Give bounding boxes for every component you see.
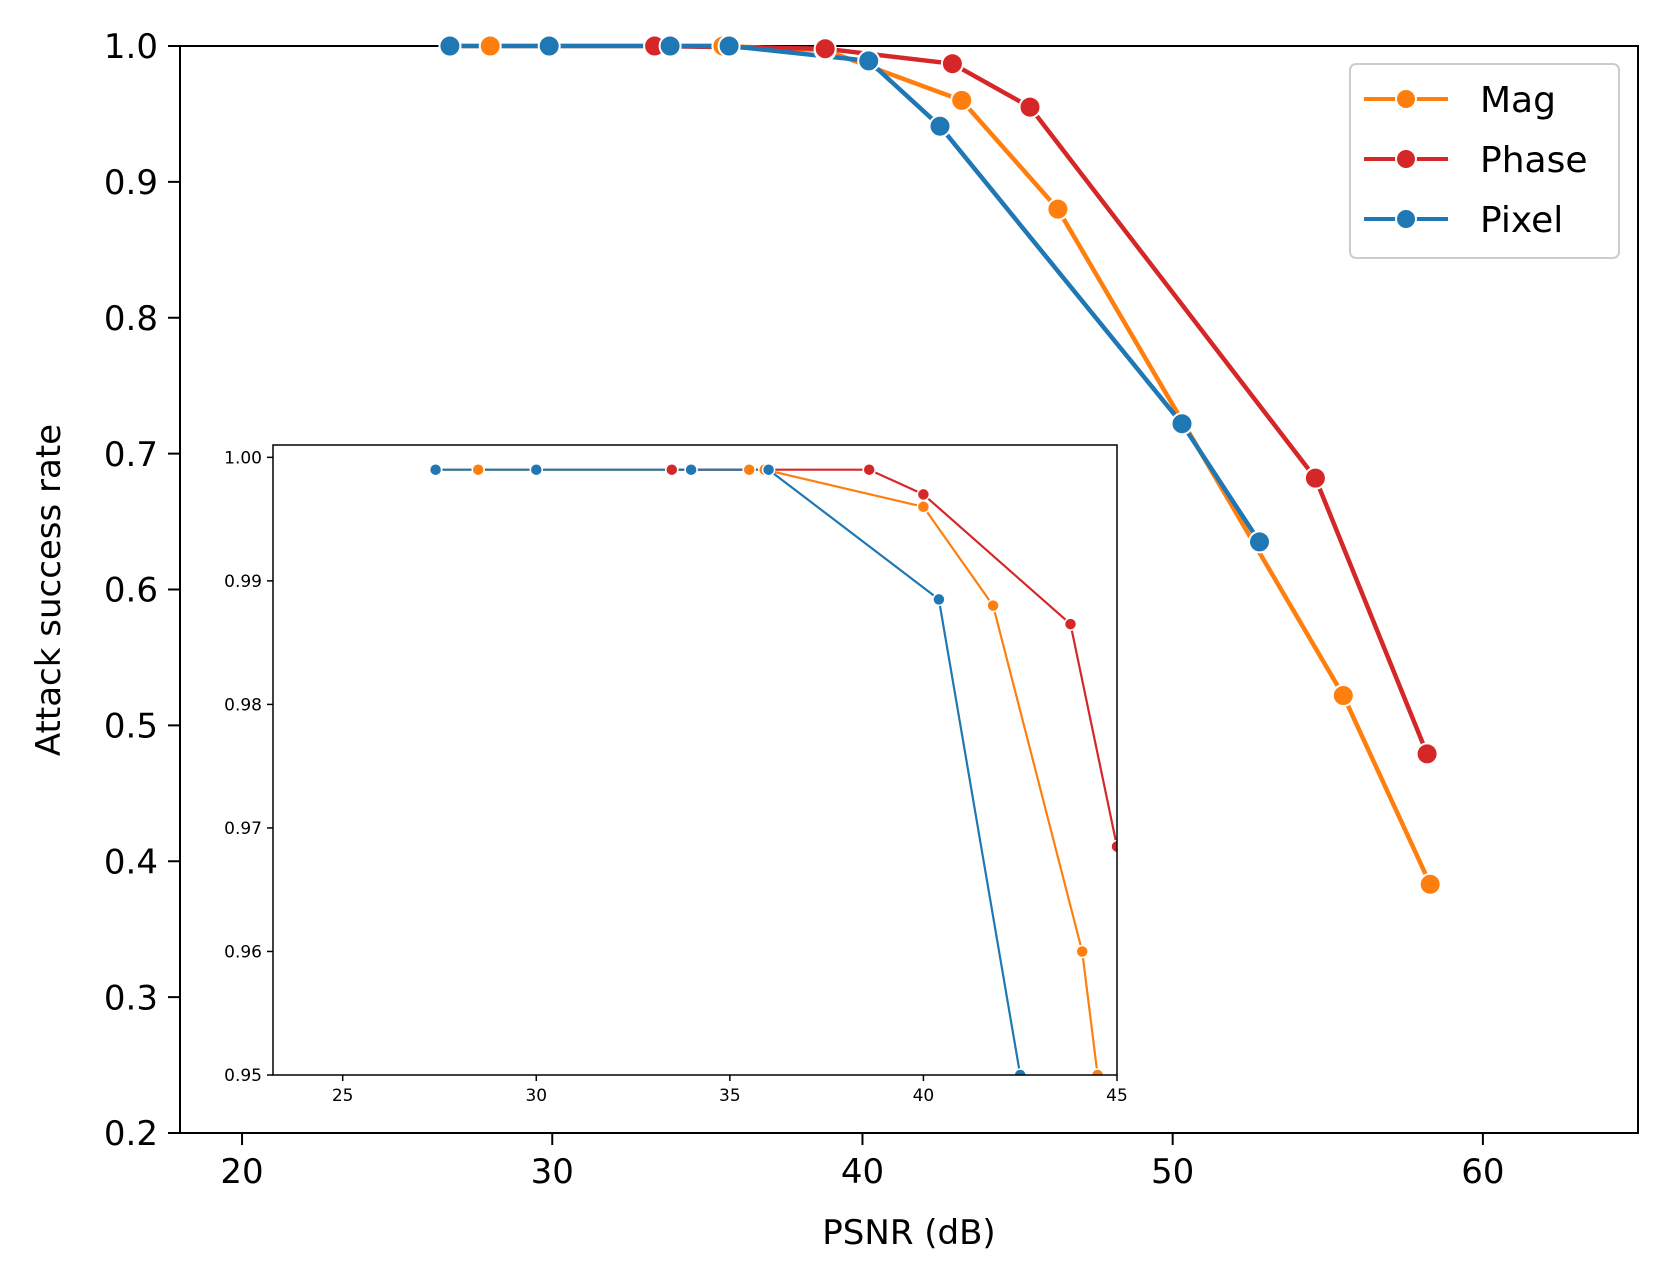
legend: Mag Phase Pixel [1349,63,1620,259]
main-pixel-point [658,34,682,58]
main-y-tick-label: 0.2 [104,1114,158,1154]
inset-x-tick-label: 40 [913,1086,935,1106]
inset-x-tick-label: 25 [332,1086,354,1106]
main-pixel-point [857,49,881,73]
inset-mag-point [742,462,756,477]
inset-phase-point [916,487,931,502]
main-x-tick-label: 40 [841,1152,884,1192]
main-pixel-point [537,34,561,58]
inset-pixel-point [932,592,946,607]
inset-chart: 25 30 35 40 45 0.95 0.96 0.97 0.98 0.99 1.00 [224,444,1128,1106]
legend-pixel-marker [1395,208,1417,230]
inset-pixel-point [1013,1068,1027,1075]
legend-entry-phase: Phase [1364,140,1588,181]
main-mag-point [1418,872,1442,896]
main-y-tick-label: 0.8 [104,299,158,339]
main-mag-point [478,34,502,58]
main-y-axis: 0.2 0.3 0.4 0.5 0.6 0.7 0.8 0.9 1.0 [104,27,180,1154]
main-pixel-line [449,43,1262,544]
inset-background [273,445,1117,1075]
inset-pixel-line [435,468,1022,1075]
inset-y-tick-label: 0.97 [224,819,262,839]
inset-y-tick-label: 0.95 [224,1066,262,1086]
main-series-lines [449,43,1433,886]
main-pixel-point [717,34,741,58]
main-x-tick-label: 30 [531,1152,574,1192]
inset-pixel-point [761,462,776,477]
main-y-tick-label: 0.4 [104,842,158,882]
inset-y-tick-label: 1.00 [224,448,262,468]
legend-pixel-label: Pixel [1480,200,1563,241]
inset-pixel-point [529,462,544,477]
inset-x-axis: 25 30 35 40 45 [332,1075,1128,1106]
main-phase-point [1303,466,1327,490]
legend-mag-marker [1395,88,1417,110]
main-x-tick-label: 60 [1461,1152,1504,1192]
inset-phase-point [1063,617,1078,631]
main-x-tick-label: 20 [220,1152,263,1192]
inset-y-tick-label: 0.99 [224,572,262,592]
main-phase-point [940,52,964,76]
main-y-tick-label: 1.0 [104,27,158,67]
main-phase-point [1415,742,1439,766]
inset-phase-point [1110,839,1117,854]
main-x-tick-label: 50 [1151,1152,1194,1192]
main-y-tick-label: 0.6 [104,571,158,611]
main-series-markers [438,34,1442,896]
legend-entry-mag: Mag [1364,80,1556,121]
main-mag-point [1046,197,1070,221]
inset-series-markers [428,462,1117,1075]
legend-phase-label: Phase [1480,140,1588,181]
main-chart: 20 30 40 50 60 0.2 0.3 0.4 0.5 0.6 0.7 0.8 0.9 1.0 P… [29,27,1639,1253]
inset-x-tick-label: 35 [719,1086,741,1106]
inset-y-tick-label: 0.96 [224,943,262,963]
main-pixel-point [438,34,462,58]
legend-box [1349,63,1620,259]
inset-plot-frame [272,444,1118,1076]
inset-mag-point [916,500,931,514]
inset-pixel-point [428,462,443,477]
main-phase-point [813,37,837,61]
main-phase-line [654,43,1430,755]
inset-x-tick-label: 45 [1106,1086,1128,1106]
main-x-axis-label: PSNR (dB) [822,1213,995,1253]
inset-mag-point [471,462,485,477]
main-y-axis-label: Attack success rate [29,424,69,756]
legend-phase-marker [1395,148,1417,170]
main-pixel-point [1170,412,1194,436]
inset-mag-point [1075,944,1089,959]
inset-pixel-point [684,462,698,477]
inset-y-tick-label: 0.98 [224,696,262,716]
inset-phase-point [665,462,679,477]
main-y-tick-label: 0.3 [104,978,158,1018]
inset-mag-point [986,598,1000,613]
main-y-tick-label: 0.5 [104,707,158,747]
inset-phase-point [862,462,876,477]
main-pixel-point [1248,530,1271,554]
legend-mag-label: Mag [1480,80,1556,121]
inset-x-tick-label: 30 [525,1086,547,1106]
main-phase-point [1018,95,1042,119]
main-mag-point [950,88,974,112]
main-x-axis: 20 30 40 50 60 [220,1133,1505,1192]
main-y-tick-label: 0.9 [104,163,158,203]
main-mag-point [1331,684,1355,707]
main-pixel-point [928,114,952,138]
inset-y-axis: 0.95 0.96 0.97 0.98 0.99 1.00 [224,448,273,1086]
legend-entry-pixel: Pixel [1364,200,1563,241]
main-y-tick-label: 0.7 [104,435,158,475]
inset-mag-point [1090,1068,1105,1075]
